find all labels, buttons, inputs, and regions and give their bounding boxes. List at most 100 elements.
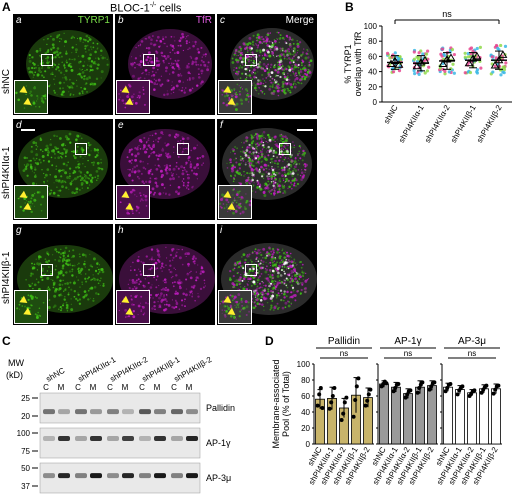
y-tick-label: 20	[301, 424, 310, 433]
group-label: AP-3μ	[458, 336, 486, 347]
blot-band	[43, 436, 55, 441]
cell-point	[425, 69, 430, 73]
tile-letter: a	[16, 15, 22, 26]
cell-point	[439, 52, 443, 56]
mw-marker: 100	[17, 429, 31, 438]
channel-label: TYRP1	[77, 15, 110, 26]
ns-label: ns	[442, 10, 452, 19]
blot-band	[43, 473, 55, 479]
y-tick-label: 40	[368, 68, 377, 77]
cell-point	[502, 67, 507, 72]
tile-letter: d	[16, 120, 22, 131]
micrograph-tile: b TfR	[115, 14, 215, 115]
cell-point	[475, 68, 480, 72]
replicate-mean-triangle	[472, 51, 482, 60]
replicate-point	[405, 392, 410, 397]
cell-point	[463, 51, 467, 55]
blot-band	[154, 436, 166, 441]
replicate-point	[391, 389, 396, 394]
cell-point	[426, 49, 430, 53]
fraction-label: M	[186, 383, 193, 392]
cell-point	[440, 47, 445, 51]
blot-membrane	[39, 427, 201, 459]
cell-point	[475, 46, 479, 51]
blot-band	[90, 436, 102, 441]
zoom-region-box	[177, 143, 189, 155]
zoom-region-box	[143, 54, 155, 66]
replicate-point	[496, 383, 501, 388]
zoom-inset	[218, 185, 252, 219]
blot-band	[186, 473, 198, 479]
panel-c-label: C	[2, 334, 11, 348]
zoom-inset	[218, 80, 252, 114]
replicate-point	[493, 387, 498, 392]
blot-name: Pallidin	[206, 403, 235, 413]
replicate-point	[427, 387, 432, 392]
y-axis-label: % TYRP1overlap with TfR	[343, 31, 363, 96]
panel-a-title-main: BLOC-1	[110, 2, 150, 15]
y-tick-label: 0	[373, 98, 378, 107]
fraction-label: M	[122, 383, 129, 392]
zoom-inset	[218, 290, 252, 324]
replicate-mean-triangle	[446, 53, 456, 61]
cell-point	[468, 47, 472, 51]
y-tick-label: 0	[306, 440, 311, 449]
x-tick-label: shPI4KIIα-1	[397, 103, 426, 144]
cell-point	[412, 68, 416, 73]
cell-point	[463, 55, 467, 59]
lane-label: shNC	[45, 366, 67, 384]
cell-point	[504, 61, 508, 65]
replicate-point	[396, 382, 401, 386]
y-tick-label: 80	[301, 376, 310, 385]
blot-membrane	[39, 392, 201, 424]
micrograph-tile: a TYRP1	[13, 14, 113, 115]
replicate-point	[330, 394, 335, 398]
replicate-mean-triangle	[416, 57, 426, 66]
replicate-point	[366, 392, 371, 397]
zoom-region-box	[279, 143, 291, 155]
zoom-region-box	[143, 264, 155, 276]
cell-point	[412, 57, 416, 61]
channel-label: Merge	[285, 15, 314, 26]
cell-point	[443, 69, 447, 73]
bar	[455, 389, 465, 445]
bar	[415, 386, 425, 445]
cell-point	[417, 51, 421, 55]
cell-point	[423, 71, 427, 75]
blot-band	[107, 473, 119, 479]
replicate-point	[315, 403, 320, 408]
channel-label: TfR	[195, 15, 212, 26]
replicate-point	[344, 395, 349, 400]
cell-point	[447, 70, 451, 74]
blot-band	[154, 409, 166, 415]
cell-point	[499, 43, 503, 48]
fraction-label: C	[43, 383, 49, 392]
replicate-point	[455, 392, 460, 397]
micrograph-tile: f	[217, 119, 317, 220]
panel-a-title-suffix: cells	[156, 2, 182, 15]
cell-point	[449, 67, 453, 71]
kd-label: (kD)	[6, 370, 23, 380]
blot-band	[139, 473, 151, 479]
y-tick-label: 80	[368, 37, 377, 46]
replicate-point	[327, 406, 332, 411]
cell-point	[412, 50, 416, 54]
tile-letter: c	[220, 15, 225, 26]
replicate-point	[445, 386, 450, 390]
replicate-point	[356, 376, 361, 381]
fraction-label: M	[90, 383, 97, 392]
replicate-point	[353, 398, 358, 402]
replicate-mean-triangle	[498, 50, 508, 58]
replicate-point	[341, 411, 346, 416]
blot-band	[139, 436, 151, 441]
micrograph-tile: h	[115, 224, 215, 325]
replicate-point	[317, 392, 322, 397]
cell-point	[443, 72, 447, 76]
blot-band	[186, 409, 198, 415]
blot-band	[75, 473, 87, 479]
panel-d-chart: Membrane-associatedPool (% of Total) 0 20 4…	[271, 336, 502, 486]
cell-point	[417, 72, 421, 76]
panel-b-label: B	[345, 0, 354, 14]
blot-band	[58, 436, 70, 441]
replicate-point	[363, 403, 368, 408]
